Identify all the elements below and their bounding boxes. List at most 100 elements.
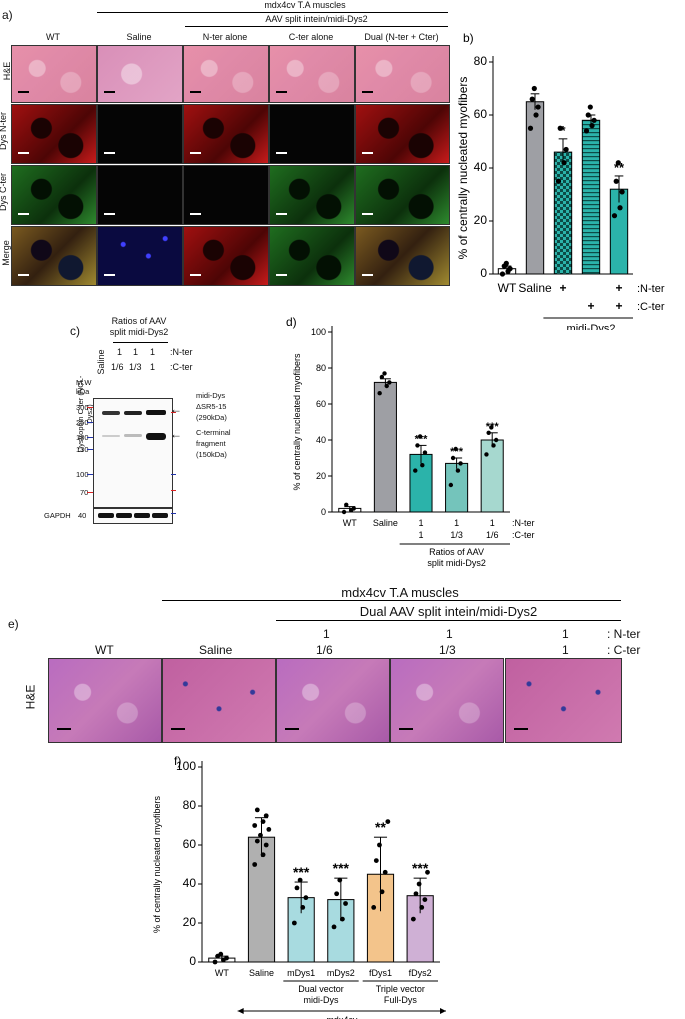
data-point-3-0 [583,128,590,134]
group2-label-a: Triple vector [376,984,425,994]
e-cter-3: 1 [562,643,569,657]
mw-right-70-tick [171,490,176,491]
data-point-4-2 [619,189,625,195]
nter-val-3: 1 [454,518,459,528]
data-point-4-1 [379,889,385,895]
data-point-4-3 [486,430,491,435]
panel-e-group-title: mdx4cv T.A muscles [341,585,459,600]
blot-band-290-lane2 [102,411,120,415]
blot-cter-3: 1 [150,362,156,372]
y-tick-label-2: 40 [474,160,488,174]
e-nter-label: : N-ter [607,627,641,641]
row-label-dys-nter: Dys N-ter [0,112,8,150]
band1-line1: midi-Dys [196,391,226,400]
data-point-5-2 [422,897,428,902]
bar-2 [553,151,573,275]
blot-band2-label: C-terminal fragment (150kDa) [196,427,231,460]
panel-e-label: e) [8,617,19,631]
y-tick-label-5: 100 [311,327,326,337]
data-point-0-2 [351,506,356,511]
blot-lane-saline: Saline [96,349,106,375]
e-micrograph-saline [162,658,276,743]
sig-label-3: *** [333,860,350,876]
panel-a-subgroup-line [185,26,448,27]
nter-val-2: 1 [418,518,423,528]
data-point-3-2 [591,117,597,123]
data-point-0-4 [218,951,224,957]
group-label-2: split midi-Dys2 [427,558,486,568]
micrograph-dual-nter [355,104,450,164]
e-nter-2: 1 [446,627,453,641]
data-point-2-3 [294,885,300,891]
data-point-3-3 [450,455,456,461]
mw-300-tick [87,407,93,408]
data-point-1-5 [266,827,272,832]
mw-130-tick [87,449,93,450]
arrow-290-icon: ← [170,402,182,416]
group-label: midi-Dys2 [567,323,616,330]
sig-label-4: ** [375,819,386,835]
x-tick-label-0: WT [215,968,229,978]
data-point-1-1 [533,112,539,118]
micrograph-saline-cter [97,165,183,225]
mw-300: 300 [76,403,89,412]
row-label-dys-cter: Dys C-ter [0,173,8,211]
chart-f: f) 0 20 40 60 80 100 % of centrally nucleated m… [152,754,446,1019]
panel-b-label: b) [463,31,474,45]
panel-e-subgroup-line [276,620,621,621]
y-tick-label-5: 100 [176,759,196,773]
data-point-1-3 [529,96,535,102]
blot-title-line [113,342,168,343]
y-axis-label: % of centrally nucleated myofibers [456,77,470,260]
data-point-2-2 [303,895,309,901]
micrograph-saline-nter [97,104,183,164]
gapdh-membrane [93,508,173,524]
cter-row-label: :C-ter [512,530,535,540]
e-nter-1: 1 [323,627,330,641]
data-point-0-2 [224,955,229,961]
e-cter-label: : C-ter [607,643,641,657]
cter-mark-4: + [615,299,622,313]
e-micrograph-1-6 [276,658,390,743]
data-point-2-1 [300,905,306,910]
x-tick-label-1: Saline [518,281,552,295]
mdx-arrow-left-icon [237,1008,244,1014]
nter-mark-2: + [559,281,566,295]
mw-180: 180 [76,433,89,442]
sig-label-2: *** [415,433,429,445]
gapdh-label: GAPDH [44,511,71,520]
x-tick-label-0: WT [498,281,517,295]
mw-180-tick [87,437,93,438]
data-point-3-4 [587,104,593,110]
blot-band-150-lane3 [124,434,142,437]
data-point-4-1 [491,443,496,448]
y-tick-label-0: 0 [189,954,196,968]
data-point-1-2 [535,104,541,110]
gapdh-band-1 [98,513,114,518]
data-point-3-1 [455,468,461,473]
data-point-2-3 [415,443,420,448]
y-tick-label-3: 60 [183,837,197,851]
data-point-1-2 [263,842,269,848]
col-header-saline: Saline [126,32,152,42]
group1-label-a: Dual vector [298,984,344,994]
blot-band-290-lane4 [146,410,166,415]
gapdh-mw: 40 [78,511,87,520]
blot-cter-label: :C-ter [170,362,193,372]
data-point-5-1 [419,905,425,910]
micrograph-wt-he [11,45,97,103]
micrograph-saline-he [97,45,183,103]
group1-label-b: midi-Dys [304,995,339,1005]
panel-d-label: d) [286,315,297,329]
micrograph-nter-cter [183,165,269,225]
sig-label-5: *** [412,860,429,876]
data-point-2-4 [297,877,303,883]
micrograph-nter-nter [183,104,269,164]
micrograph-nter-he [183,45,269,103]
y-tick-label-3: 60 [474,107,488,121]
y-tick-label-1: 20 [316,471,326,481]
bottom-label: mdx4cv [326,1015,358,1019]
e-nter-3: 1 [562,627,569,641]
micrograph-cter-nter [269,104,355,164]
data-point-1-0 [377,391,382,396]
